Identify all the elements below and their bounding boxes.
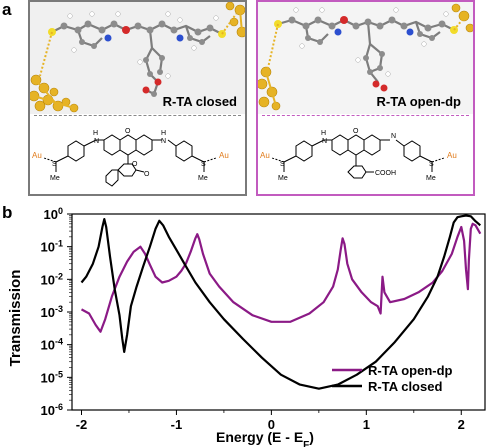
closed-o-ring: O [125,128,131,135]
closed-chemical-structure: Au Au S S Me Me H H N N O O O [32,128,229,187]
open-me-left: Me [278,175,288,182]
x-tick-label: 2 [458,417,465,432]
closed-molecule-render [30,2,245,114]
open-hydrogen-atoms [293,7,449,77]
open-oxygen-acid-1 [372,80,380,88]
open-n-right: N [391,133,396,140]
x-tick-label: -2 [76,417,88,432]
open-s-left: S [280,161,285,168]
y-tick-label: 10-3 [41,304,63,320]
y-tick-label: 100 [44,206,63,222]
x-axis-label-main: Energy (E - E [216,429,303,445]
closed-s-right: S [201,161,206,168]
open-o-ring: O [353,128,359,135]
closed-structure-label: R-TA closed [162,94,237,109]
x-axis-label: Energy (E - EF) [216,429,314,447]
closed-au-left: Au [32,151,42,160]
y-tick-label: 10-2 [41,271,63,287]
open-nitrogen-left [334,28,342,36]
closed-me-right: Me [198,175,208,182]
y-tick-label: 10-4 [41,337,63,353]
open-divider [262,115,469,116]
closed-n-right: N [161,138,166,145]
closed-nitrogen-left [104,34,112,42]
series-line-closed [80,214,482,390]
open-oxygen-xanthene [340,16,348,24]
open-cooh-label: COOH [375,170,396,177]
closed-molecule-image [30,2,245,113]
panel-b-label: b [2,203,13,222]
open-chemical-structure: Au Au S S Me Me H N N O COOH [260,128,457,182]
series-line-open-dp [80,222,482,333]
closed-divider [34,115,241,116]
closed-hydrogen-atoms [67,11,219,79]
closed-nh-right: H [161,130,166,137]
open-me-right: Me [426,175,436,182]
closed-oxygen-carbonyl [142,86,150,94]
y-tick-label: 10-5 [41,369,63,385]
open-molecule-render [258,2,473,114]
closed-structure-box: R-TA closed Au Au S S Me [28,0,247,196]
open-oxygen-acid-2 [380,84,388,92]
closed-oxygen-lactone [154,78,162,86]
open-n-left: N [322,138,327,145]
gold-electrode-left [30,74,79,113]
y-tick-label: 10-6 [41,402,63,418]
gold-electrode-right-open [451,3,473,33]
x-tick-label: -1 [171,417,183,432]
legend-label: R-TA open-dp [368,363,453,378]
x-tick-label: 0 [268,417,275,432]
closed-carbon-atoms [60,20,214,97]
y-tick-label: 10-1 [41,239,63,255]
open-molecule-image [258,3,473,111]
closed-me-left: Me [50,175,60,182]
open-structure-box: R-TA open-dp Au Au S S Me Me H N N O [256,0,475,196]
y-axis-label: Transmission [7,270,24,367]
closed-au-right: Au [219,151,229,160]
open-nh-left: H [321,130,326,137]
open-s-right: S [429,161,434,168]
gold-electrode-right [225,2,245,38]
gold-electrode-left-open [258,66,281,111]
x-axis-label-close: ) [309,429,314,445]
closed-nitrogen-right [176,34,184,42]
chart-legend: R-TA open-dpR-TA closed [332,363,453,394]
closed-oxygen-xanthene [122,26,130,34]
open-structure-label: R-TA open-dp [376,94,461,109]
closed-nh-left: H [93,130,98,137]
x-tick-label: 1 [363,417,370,432]
legend-label: R-TA closed [368,379,442,394]
closed-o-lactone: O [132,161,138,168]
closed-o-carbonyl: O [144,171,150,178]
panel-a-label: a [2,0,12,19]
closed-s-left: S [52,161,57,168]
open-au-left: Au [260,151,270,160]
closed-n-left: N [94,138,99,145]
open-nitrogen-right [406,28,414,36]
open-carbon-atoms [288,16,446,75]
open-au-right: Au [447,151,457,160]
x-axis-label-sub: F [303,440,309,447]
